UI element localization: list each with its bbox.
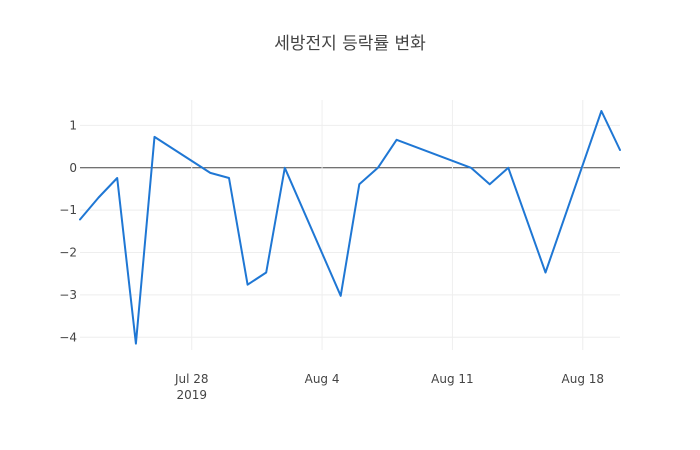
- x-tick-label: Aug 4: [305, 372, 340, 386]
- data-point[interactable]: [133, 341, 138, 346]
- data-point[interactable]: [375, 165, 380, 170]
- x-tick-label: Jul 28: [174, 372, 209, 386]
- y-tick-label: −3: [59, 288, 77, 302]
- data-point[interactable]: [152, 134, 157, 139]
- x-tick-label: Aug 18: [562, 372, 605, 386]
- data-point[interactable]: [469, 165, 474, 170]
- y-tick-label: 0: [69, 161, 77, 175]
- axis-layer: 1 0 −1 −2 −3 −4 Jul 28 2019 Aug 4 Aug 11 Aug 18: [59, 118, 604, 402]
- x-tick-sublabel: 2019: [176, 388, 207, 402]
- data-point[interactable]: [282, 165, 287, 170]
- data-point[interactable]: [226, 175, 231, 180]
- x-tick-label: Aug 11: [431, 372, 474, 386]
- data-point[interactable]: [599, 109, 604, 114]
- series-line: [79, 110, 621, 345]
- y-tick-label: −4: [59, 330, 77, 344]
- data-point[interactable]: [115, 175, 120, 180]
- series-layer: [78, 109, 623, 346]
- chart-title: 세방전지 등락률 변화: [274, 34, 426, 54]
- data-point[interactable]: [208, 170, 213, 175]
- data-point[interactable]: [357, 182, 362, 187]
- data-point[interactable]: [543, 270, 548, 275]
- data-point[interactable]: [506, 165, 511, 170]
- y-tick-label: 1: [69, 118, 77, 132]
- data-point[interactable]: [245, 282, 250, 287]
- data-point[interactable]: [96, 195, 101, 200]
- data-point[interactable]: [338, 293, 343, 298]
- grid-layer: [80, 100, 620, 350]
- data-point[interactable]: [78, 217, 83, 222]
- y-tick-label: −2: [59, 246, 77, 260]
- data-point[interactable]: [487, 182, 492, 187]
- data-point[interactable]: [264, 270, 269, 275]
- data-point[interactable]: [618, 148, 623, 153]
- y-tick-label: −1: [59, 203, 77, 217]
- data-point[interactable]: [394, 137, 399, 142]
